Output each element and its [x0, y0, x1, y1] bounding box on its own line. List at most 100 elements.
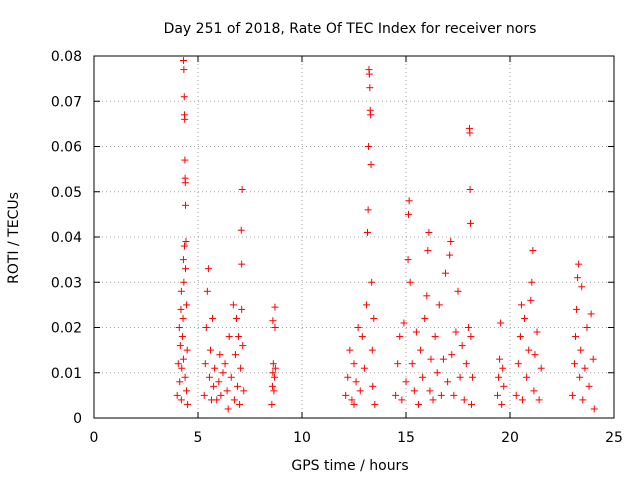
data-point: [396, 333, 404, 341]
data-point: [269, 317, 277, 325]
data-point: [521, 314, 529, 322]
data-point: [239, 342, 247, 350]
data-point: [183, 301, 191, 309]
data-point: [450, 391, 458, 399]
y-tick-label: 0: [73, 411, 82, 427]
data-point: [204, 265, 212, 273]
data-point: [410, 387, 418, 395]
data-point: [576, 373, 584, 381]
data-point: [371, 400, 379, 408]
data-point: [467, 333, 475, 341]
data-point: [173, 391, 181, 399]
data-point: [447, 238, 455, 246]
chart-title: Day 251 of 2018, Rate Of TEC Index for r…: [164, 21, 537, 37]
data-point: [182, 201, 190, 209]
data-point: [404, 210, 412, 218]
data-point: [439, 355, 447, 363]
y-tick-label: 0.06: [51, 140, 82, 156]
data-point: [574, 274, 582, 282]
data-point: [181, 156, 189, 164]
data-point: [174, 360, 182, 368]
data-point: [460, 396, 468, 404]
data-point: [523, 373, 531, 381]
data-point: [423, 292, 431, 300]
data-point: [394, 360, 402, 368]
data-point: [590, 405, 598, 413]
data-point: [235, 333, 243, 341]
x-tick-label: 0: [90, 430, 99, 446]
data-point: [180, 66, 188, 74]
y-tick-label: 0.01: [51, 366, 82, 382]
data-point: [456, 373, 464, 381]
data-point: [406, 278, 414, 286]
data-point: [182, 238, 190, 246]
data-point: [568, 391, 576, 399]
data-point: [573, 305, 581, 313]
data-point: [177, 287, 185, 295]
y-tick-label: 0.02: [51, 321, 82, 337]
data-point: [518, 396, 526, 404]
data-point: [352, 378, 360, 386]
data-point: [178, 364, 186, 372]
data-point: [238, 260, 246, 268]
data-point: [369, 382, 377, 390]
data-point: [177, 396, 185, 404]
data-point: [177, 305, 185, 313]
data-point: [497, 319, 505, 327]
data-point: [426, 387, 434, 395]
data-point: [271, 373, 279, 381]
data-point: [240, 387, 248, 395]
data-point: [350, 360, 358, 368]
data-point: [211, 364, 219, 372]
data-point: [514, 360, 522, 368]
data-point: [180, 242, 188, 250]
data-point: [179, 256, 187, 264]
data-point: [183, 346, 191, 354]
data-point: [224, 405, 232, 413]
data-point: [180, 278, 188, 286]
data-point: [367, 161, 375, 169]
data-point: [346, 346, 354, 354]
data-point: [181, 179, 189, 187]
x-tick-label: 5: [194, 430, 203, 446]
data-point: [417, 346, 425, 354]
data-point: [348, 396, 356, 404]
y-tick-label: 0.08: [51, 49, 82, 65]
data-point: [201, 360, 209, 368]
data-point: [500, 382, 508, 390]
data-point: [230, 396, 238, 404]
data-point: [179, 355, 187, 363]
data-point: [527, 296, 535, 304]
data-point: [437, 391, 445, 399]
data-point: [404, 256, 412, 264]
data-point: [178, 333, 186, 341]
data-point: [533, 328, 541, 336]
data-point: [203, 287, 211, 295]
data-point: [469, 373, 477, 381]
data-point: [368, 278, 376, 286]
data-point: [535, 396, 543, 404]
data-point: [529, 247, 537, 255]
data-point: [462, 360, 470, 368]
data-point: [412, 328, 420, 336]
data-point: [427, 355, 435, 363]
data-point: [271, 364, 279, 372]
data-point: [419, 373, 427, 381]
data-point: [517, 301, 525, 309]
data-point: [217, 391, 225, 399]
data-point: [356, 387, 364, 395]
data-point: [236, 400, 244, 408]
data-point: [575, 260, 583, 268]
data-point: [454, 287, 462, 295]
data-point: [205, 373, 213, 381]
data-point: [344, 373, 352, 381]
data-point: [512, 391, 520, 399]
data-point: [176, 342, 184, 350]
data-point: [468, 400, 476, 408]
data-point: [370, 314, 378, 322]
data-point: [238, 185, 246, 193]
data-point: [210, 382, 218, 390]
y-tick-label: 0.03: [51, 275, 82, 291]
data-point: [221, 360, 229, 368]
